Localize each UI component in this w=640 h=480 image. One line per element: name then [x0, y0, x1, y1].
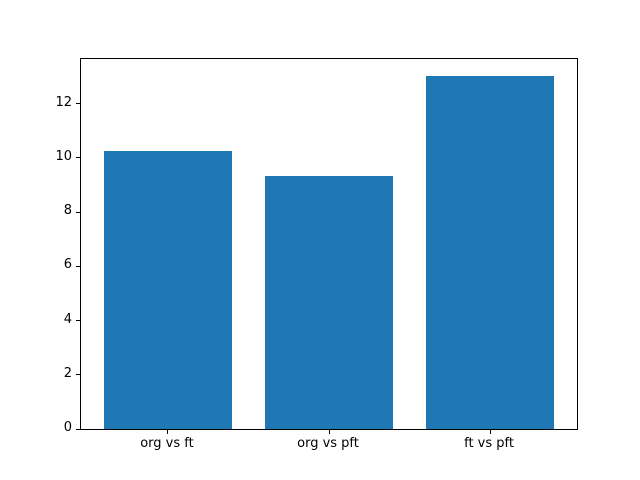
y-tick-label: 10 [55, 148, 72, 164]
y-tick-mark [76, 428, 80, 430]
y-tick-mark [76, 265, 80, 267]
y-tick-label: 2 [63, 365, 72, 381]
bar-ft-vs-pft [425, 76, 555, 429]
y-tick-mark [76, 157, 80, 159]
x-tick-label: ft vs pft [464, 436, 514, 451]
x-tick-label: org vs pft [297, 436, 359, 451]
y-tick-label: 6 [63, 257, 72, 273]
x-tick-label: org vs ft [140, 436, 194, 451]
y-tick-label: 0 [63, 420, 72, 435]
bar-org-vs-pft [264, 175, 394, 429]
x-tick-mark [489, 430, 491, 434]
y-tick-mark [76, 320, 80, 322]
bar-org-vs-ft [103, 150, 233, 429]
y-tick-mark [76, 211, 80, 213]
y-tick-label: 12 [55, 94, 72, 110]
y-tick-mark [76, 374, 80, 376]
y-tick-label: 8 [63, 203, 72, 219]
y-tick-label: 4 [63, 311, 72, 327]
x-tick-mark [167, 430, 169, 434]
y-tick-mark [76, 103, 80, 105]
x-tick-mark [328, 430, 330, 434]
plot-area [76, 58, 578, 434]
